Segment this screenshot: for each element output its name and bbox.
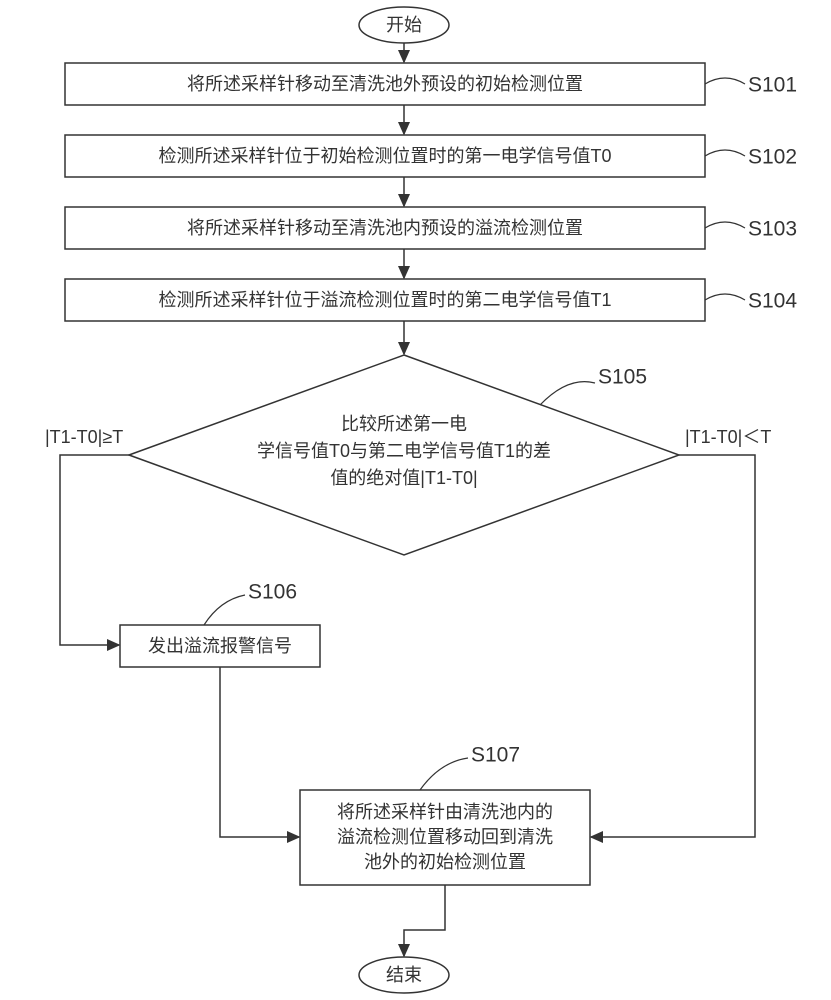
node-s107-line3: 池外的初始检测位置 — [364, 852, 526, 872]
label-s102: S102 — [748, 146, 797, 169]
label-s104: S104 — [748, 290, 797, 313]
label-s107: S107 — [471, 744, 520, 767]
start-text: 开始 — [386, 15, 422, 35]
arrow-s107-end — [404, 885, 445, 956]
label-s105: S105 — [598, 366, 647, 389]
node-s107-line1: 将所述采样针由清洗池内的 — [337, 802, 553, 822]
leader-s106 — [204, 595, 245, 625]
arrow-s106-s107 — [220, 667, 299, 837]
node-s107-line2: 溢流检测位置移动回到清洗 — [337, 827, 553, 847]
arrow-s105-s107 — [591, 455, 755, 837]
decision-s105-line2: 学信号值T0与第二电学信号值T1的差 — [257, 441, 551, 461]
node-s102-text: 检测所述采样针位于初始检测位置时的第一电学信号值T0 — [158, 146, 611, 166]
node-s106-text: 发出溢流报警信号 — [148, 636, 292, 656]
label-s103: S103 — [748, 218, 797, 241]
end-text: 结束 — [386, 965, 422, 985]
node-s103-text: 将所述采样针移动至清洗池内预设的溢流检测位置 — [187, 218, 583, 238]
leader-s101 — [705, 78, 745, 84]
decision-s105-line3: 值的绝对值|T1-T0| — [330, 468, 477, 488]
leader-s104 — [705, 294, 745, 300]
edge-left-label: |T1-T0|≥T — [45, 427, 123, 447]
leader-s107 — [420, 758, 468, 790]
edge-right-label: |T1-T0|＜T — [685, 427, 771, 447]
label-s106: S106 — [248, 581, 297, 604]
node-s104-text: 检测所述采样针位于溢流检测位置时的第二电学信号值T1 — [158, 290, 611, 310]
leader-s102 — [705, 150, 745, 156]
decision-s105-line1: 比较所述第一电 — [341, 414, 467, 434]
leader-s103 — [705, 222, 745, 228]
arrow-s105-s106 — [60, 455, 129, 645]
node-s101-text: 将所述采样针移动至清洗池外预设的初始检测位置 — [187, 74, 583, 94]
leader-s105 — [540, 382, 595, 405]
label-s101: S101 — [748, 74, 797, 97]
